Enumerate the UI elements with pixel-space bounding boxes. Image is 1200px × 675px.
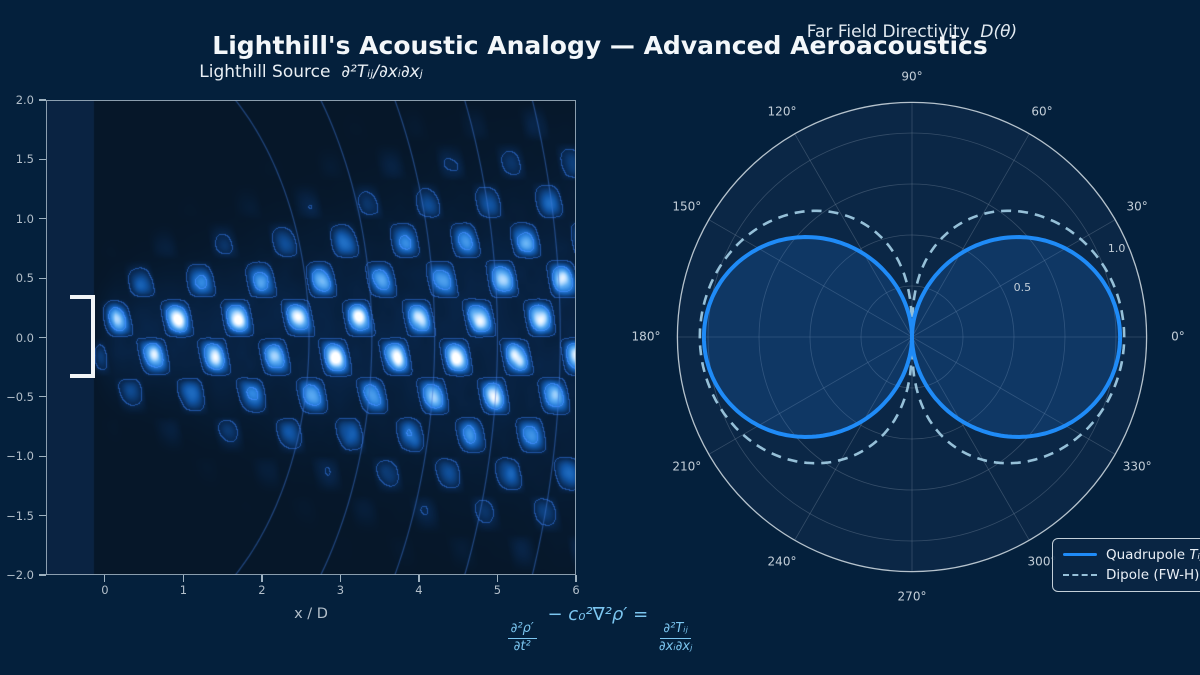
equation-rhs-fraction: ∂²Tᵢⱼ ∂xᵢ∂xⱼ (659, 621, 692, 656)
dashed-line-swatch (1063, 574, 1097, 577)
y-tick-mark (39, 277, 46, 279)
x-tick-label: 4 (415, 583, 423, 597)
equation-rhs-numerator: ∂²Tᵢⱼ (660, 621, 691, 640)
polar-angle-label: 210° (672, 460, 701, 474)
y-tick-mark (39, 99, 46, 101)
x-tick-label: 6 (572, 583, 580, 597)
polar-angle-label: 0° (1171, 330, 1185, 344)
equation-lhs-numerator: ∂²ρ′ (507, 621, 537, 640)
y-tick-mark (39, 396, 46, 398)
figure-title: Lighthill's Acoustic Analogy — Advanced … (212, 31, 988, 60)
equation-lhs-denominator: ∂t² (513, 639, 531, 655)
left-plot-title: Lighthill Source ∂²Tᵢⱼ/∂xᵢ∂xⱼ (46, 62, 576, 82)
x-tick-label: 2 (258, 583, 266, 597)
polar-angle-label: 150° (672, 200, 701, 214)
polar-curve-solid (701, 234, 1123, 440)
x-tick-label: 0 (101, 583, 109, 597)
y-tick-label: 1.5 (15, 152, 34, 167)
nozzle-bracket-bottom-arm (69, 374, 96, 379)
legend-entry: Quadrupole Tᵢⱼ (1063, 547, 1200, 563)
y-tick-mark (39, 515, 46, 517)
x-tick-label: 5 (493, 583, 502, 597)
polar-r-gridline (758, 183, 1066, 491)
y-tick-label: −2.0 (6, 568, 34, 582)
polar-spoke (911, 133, 1030, 338)
y-tick-mark (39, 455, 46, 457)
polar-r-tick-label: 1.0 (1108, 242, 1126, 255)
equation-rhs-denominator: ∂xᵢ∂xⱼ (658, 639, 693, 655)
y-tick-label: −1.5 (6, 508, 34, 523)
y-tick-label: 0.5 (15, 271, 34, 286)
polar-angle-label: 60° (1031, 104, 1052, 118)
lighthill-equation: ∂²ρ′ ∂t² − c₀²∇²ρ′ = ∂²Tᵢⱼ ∂xᵢ∂xⱼ (400, 604, 800, 656)
polar-spoke (911, 336, 1030, 541)
legend-label: Quadrupole Tᵢⱼ (1106, 546, 1200, 563)
legend-label: Dipole (FW-H) (1106, 567, 1200, 584)
polar-r-gridline (860, 285, 964, 389)
x-tick-mark (418, 575, 420, 582)
polar-title-math: D(θ) (980, 22, 1018, 42)
y-tick-mark (39, 574, 46, 576)
polar-angle-label: 270° (898, 590, 927, 604)
x-tick-mark (261, 575, 263, 582)
x-tick-label: 3 (336, 583, 345, 597)
legend: Quadrupole Tᵢⱼ Dipole (FW-H) (1052, 538, 1200, 592)
nozzle-bracket-top-arm (69, 294, 96, 299)
polar-plot-title: Far Field Directivity D(θ) (662, 22, 1162, 42)
polar-angle-label: 30° (1127, 200, 1148, 214)
directivity-polar-plot: 0° 30° 60° 90° 120° 150° 180° 210° 240° 270° 300° 3… (632, 70, 1185, 604)
polar-angle-label: 90° (901, 70, 922, 84)
left-plot-axes-frame (46, 100, 576, 575)
y-tick-label: 0.0 (15, 330, 34, 345)
polar-angle-label: 330° (1123, 460, 1152, 474)
polar-r-gridline (707, 132, 1117, 542)
y-tick-label: 2.0 (15, 93, 34, 107)
polar-spoke (794, 336, 913, 541)
y-tick-label: −1.0 (6, 449, 34, 464)
polar-outer-spine (676, 101, 1148, 573)
x-tick-mark (575, 575, 577, 582)
y-tick-mark (39, 336, 46, 339)
legend-entry: Dipole (FW-H) (1063, 567, 1200, 583)
x-tick-label: 1 (179, 583, 188, 597)
equation-middle: − c₀²∇²ρ′ = (541, 604, 654, 625)
left-title-math: ∂²Tᵢⱼ/∂xᵢ∂xⱼ (341, 62, 423, 82)
solid-line-swatch (1063, 553, 1097, 557)
nozzle-bracket-vertical (91, 294, 96, 379)
x-tick-mark (496, 575, 499, 582)
polar-angle-label: 120° (768, 104, 797, 118)
x-axis-label: x / D (294, 606, 328, 622)
left-title-text: Lighthill Source (199, 62, 331, 82)
x-tick-mark (182, 575, 184, 582)
y-tick-mark (39, 158, 46, 160)
polar-r-tick-label: 0.5 (1014, 281, 1032, 294)
x-tick-mark (104, 575, 106, 582)
polar-spoke (708, 336, 913, 455)
lighthill-source-heatmap (46, 100, 576, 575)
y-tick-mark (39, 218, 46, 220)
polar-angle-label: 240° (768, 555, 797, 569)
polar-angle-label: 180° (632, 330, 661, 344)
polar-r-gridline (809, 234, 1015, 440)
polar-curve-dashed (698, 209, 1126, 465)
y-tick-label: −0.5 (6, 389, 34, 404)
polar-angle-label: 300° (1028, 555, 1057, 569)
polar-title-text: Far Field Directivity (806, 22, 970, 42)
polar-spoke (794, 133, 913, 338)
x-tick-mark (339, 575, 342, 582)
equation-lhs-fraction: ∂²ρ′ ∂t² (507, 621, 537, 656)
y-tick-label: 1.0 (15, 211, 34, 226)
